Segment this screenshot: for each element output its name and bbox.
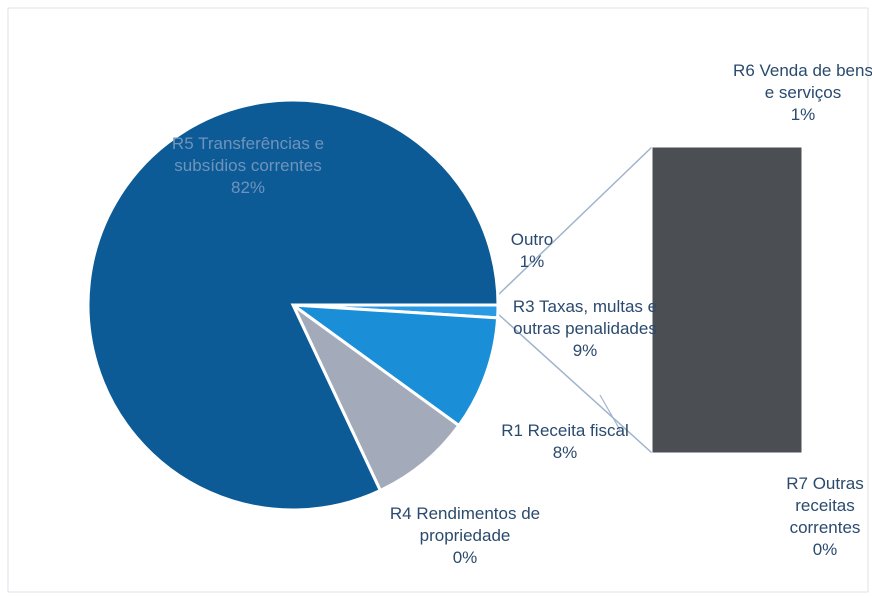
- label-name: R1 Receita fiscal: [501, 421, 629, 440]
- data-label: R1 Receita fiscal 8%: [500, 420, 630, 464]
- label-value: 1%: [519, 252, 545, 271]
- label-name: R6 Venda de bens e serviços: [733, 61, 872, 102]
- label-name: Outro: [510, 230, 554, 249]
- data-label: R7 Outras receitas correntes 0%: [770, 473, 872, 561]
- data-label: R3 Taxas, multas e outras penalidades 9%: [505, 296, 665, 362]
- label-name: R5 Transferências e subsídios correntes: [171, 134, 325, 175]
- label-value: 0%: [812, 540, 838, 559]
- chart-frame: [7, 7, 869, 593]
- data-label: R5 Transferências e subsídios correntes 8…: [163, 133, 333, 199]
- data-label: R6 Venda de bens e serviços 1%: [728, 60, 872, 126]
- label-value: 0%: [452, 548, 478, 567]
- label-value: 1%: [790, 105, 816, 124]
- pie-slice: [86, 98, 500, 512]
- pie-slice: [287, 303, 500, 428]
- bar-segment: [651, 146, 803, 454]
- label-value: 82%: [230, 178, 266, 197]
- leader-line: [599, 394, 621, 431]
- pie-slice: [291, 303, 461, 493]
- connector-line: [496, 312, 653, 454]
- data-label: R4 Rendimentos de propriedade 0%: [370, 503, 560, 569]
- connector-line: [496, 146, 653, 297]
- label-value: 9%: [572, 341, 598, 360]
- label-name: R3 Taxas, multas e outras penalidades: [512, 297, 658, 338]
- label-value: 8%: [552, 443, 578, 462]
- label-name: R4 Rendimentos de propriedade: [389, 504, 541, 545]
- label-name: R7 Outras receitas correntes: [786, 474, 864, 537]
- data-label: Outro 1%: [492, 229, 572, 273]
